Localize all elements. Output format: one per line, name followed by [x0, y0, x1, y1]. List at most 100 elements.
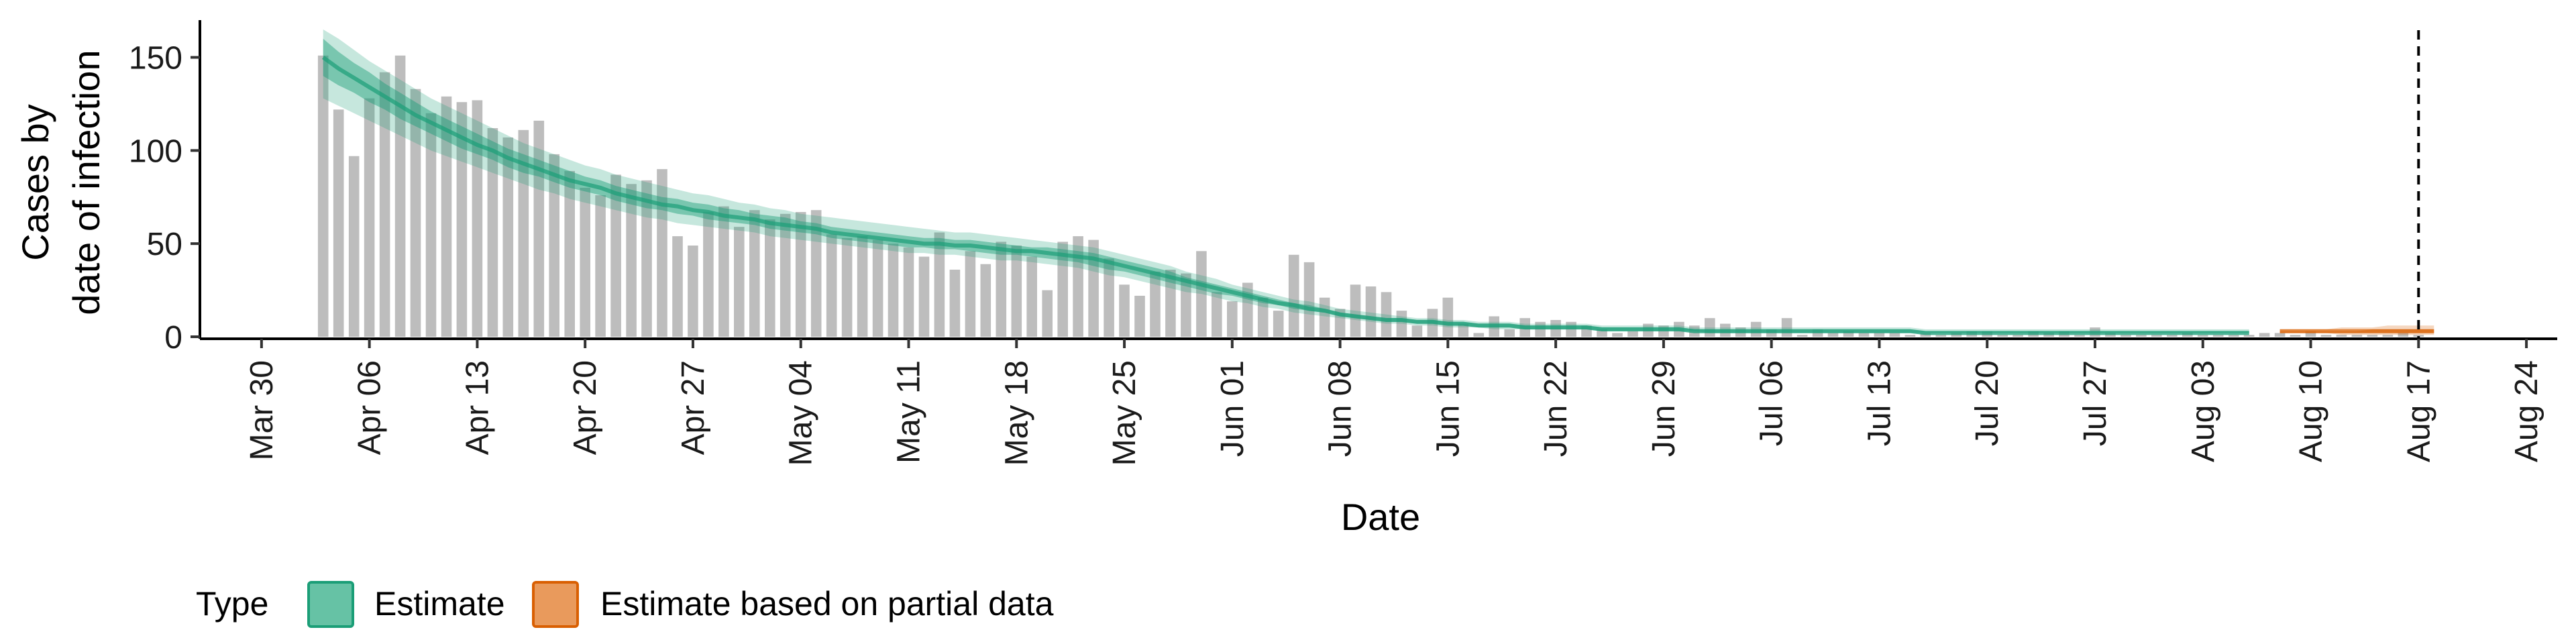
y-axis-title-line1: Cases by: [14, 104, 56, 260]
case-bar: [2320, 335, 2332, 337]
case-bar: [857, 236, 868, 337]
case-bar: [888, 244, 899, 337]
case-bar: [826, 234, 837, 337]
y-tick-label: 100: [129, 133, 182, 169]
case-bar: [595, 195, 606, 337]
y-tick-label: 150: [129, 41, 182, 76]
x-tick-label: Aug 03: [2186, 360, 2221, 462]
case-bar: [718, 206, 729, 337]
x-ticks-layer: Mar 30 Apr 06 Apr 13 Apr 20 Apr 27 May 04 May …: [244, 339, 2544, 466]
case-bar: [487, 128, 498, 337]
case-bar: [533, 120, 545, 337]
case-bar: [1365, 286, 1377, 337]
case-bar: [1473, 333, 1485, 337]
case-bar: [1904, 335, 1916, 337]
case-bar: [502, 137, 514, 337]
case-bar: [1889, 333, 1900, 337]
case-bar: [810, 210, 822, 337]
case-bar: [641, 180, 652, 337]
case-bar: [379, 72, 390, 337]
case-bar: [996, 241, 1007, 337]
case-bar: [918, 256, 930, 337]
case-bar: [1119, 284, 1130, 337]
case-bar: [1858, 333, 1870, 337]
case-bar: [965, 251, 976, 337]
case-bar: [1319, 297, 1330, 337]
case-bar: [394, 55, 406, 337]
x-tick-label: May 04: [784, 360, 819, 466]
case-bar: [1997, 335, 2008, 337]
case-bar: [903, 247, 914, 337]
x-tick-label: May 18: [999, 360, 1034, 466]
case-bar: [441, 96, 452, 337]
case-bar: [703, 212, 714, 337]
case-bar: [549, 154, 559, 337]
case-bar: [348, 156, 360, 337]
case-bar: [1057, 241, 1068, 337]
case-bar: [1134, 295, 1145, 337]
case-bar: [1212, 292, 1222, 337]
case-bar: [2259, 333, 2270, 337]
case-bar: [1627, 331, 1638, 337]
case-bar: [2151, 335, 2162, 337]
case-bar: [1257, 297, 1269, 337]
case-bar: [580, 187, 590, 337]
estimate-median-line: [321, 56, 2249, 335]
case-bar: [1597, 329, 1607, 337]
case-bar: [1303, 262, 1315, 337]
case-bar: [472, 100, 483, 337]
case-bar: [1181, 273, 1191, 337]
case-bar: [564, 170, 575, 337]
case-bar: [1827, 333, 1839, 337]
case-bar: [1504, 329, 1515, 337]
x-tick-label: Jun 22: [1538, 360, 1574, 457]
case-bar: [2336, 335, 2347, 337]
x-tick-label: Jun 29: [1646, 360, 1682, 457]
x-tick-label: Jul 20: [1970, 360, 2005, 446]
case-bar: [1088, 239, 1099, 337]
case-bar: [317, 55, 329, 337]
case-bar: [1458, 323, 1469, 337]
case-bar: [734, 227, 745, 337]
case-bar: [1042, 290, 1053, 337]
legend: Type Estimate Estimate based on partial …: [196, 581, 1054, 628]
x-tick-label: Aug 10: [2294, 360, 2329, 462]
case-bar: [765, 219, 775, 337]
case-bar: [1381, 292, 1392, 337]
legend-key-partial: [532, 581, 579, 628]
legend-key-estimate: [307, 581, 354, 628]
x-tick-label: Apr 20: [568, 360, 603, 455]
x-tick-label: May 25: [1107, 360, 1142, 466]
case-bar: [934, 232, 945, 337]
x-tick-label: May 11: [891, 360, 926, 464]
y-axis-title: Cases by date of infection: [14, 50, 107, 315]
case-bar: [456, 102, 468, 337]
case-bar: [2197, 335, 2208, 337]
case-bar: [2274, 333, 2286, 337]
bars-layer: [317, 55, 2424, 337]
x-tick-label: Jul 06: [1754, 360, 1790, 446]
estimate-90-band-layer: [323, 29, 2434, 335]
case-bar: [949, 270, 961, 337]
case-bar: [1612, 333, 1623, 337]
case-bar: [1196, 251, 1207, 337]
case-bar: [795, 212, 806, 337]
case-bar: [2212, 335, 2224, 337]
case-bar: [1288, 254, 1299, 337]
case-bar: [1273, 311, 1284, 337]
case-bar: [1104, 258, 1114, 337]
legend-label-estimate: Estimate: [374, 585, 505, 623]
case-bar: [2012, 335, 2023, 337]
x-axis-title: Date: [1341, 496, 1420, 538]
case-bar: [688, 246, 698, 337]
case-bar: [410, 89, 421, 337]
case-bar: [2243, 335, 2255, 337]
case-bar: [1350, 284, 1361, 337]
case-bar: [2074, 335, 2085, 337]
case-bar: [1011, 246, 1022, 337]
case-bar: [2121, 335, 2131, 337]
y-tick-label: 50: [147, 227, 182, 262]
estimate-median-layer: [321, 56, 2434, 335]
